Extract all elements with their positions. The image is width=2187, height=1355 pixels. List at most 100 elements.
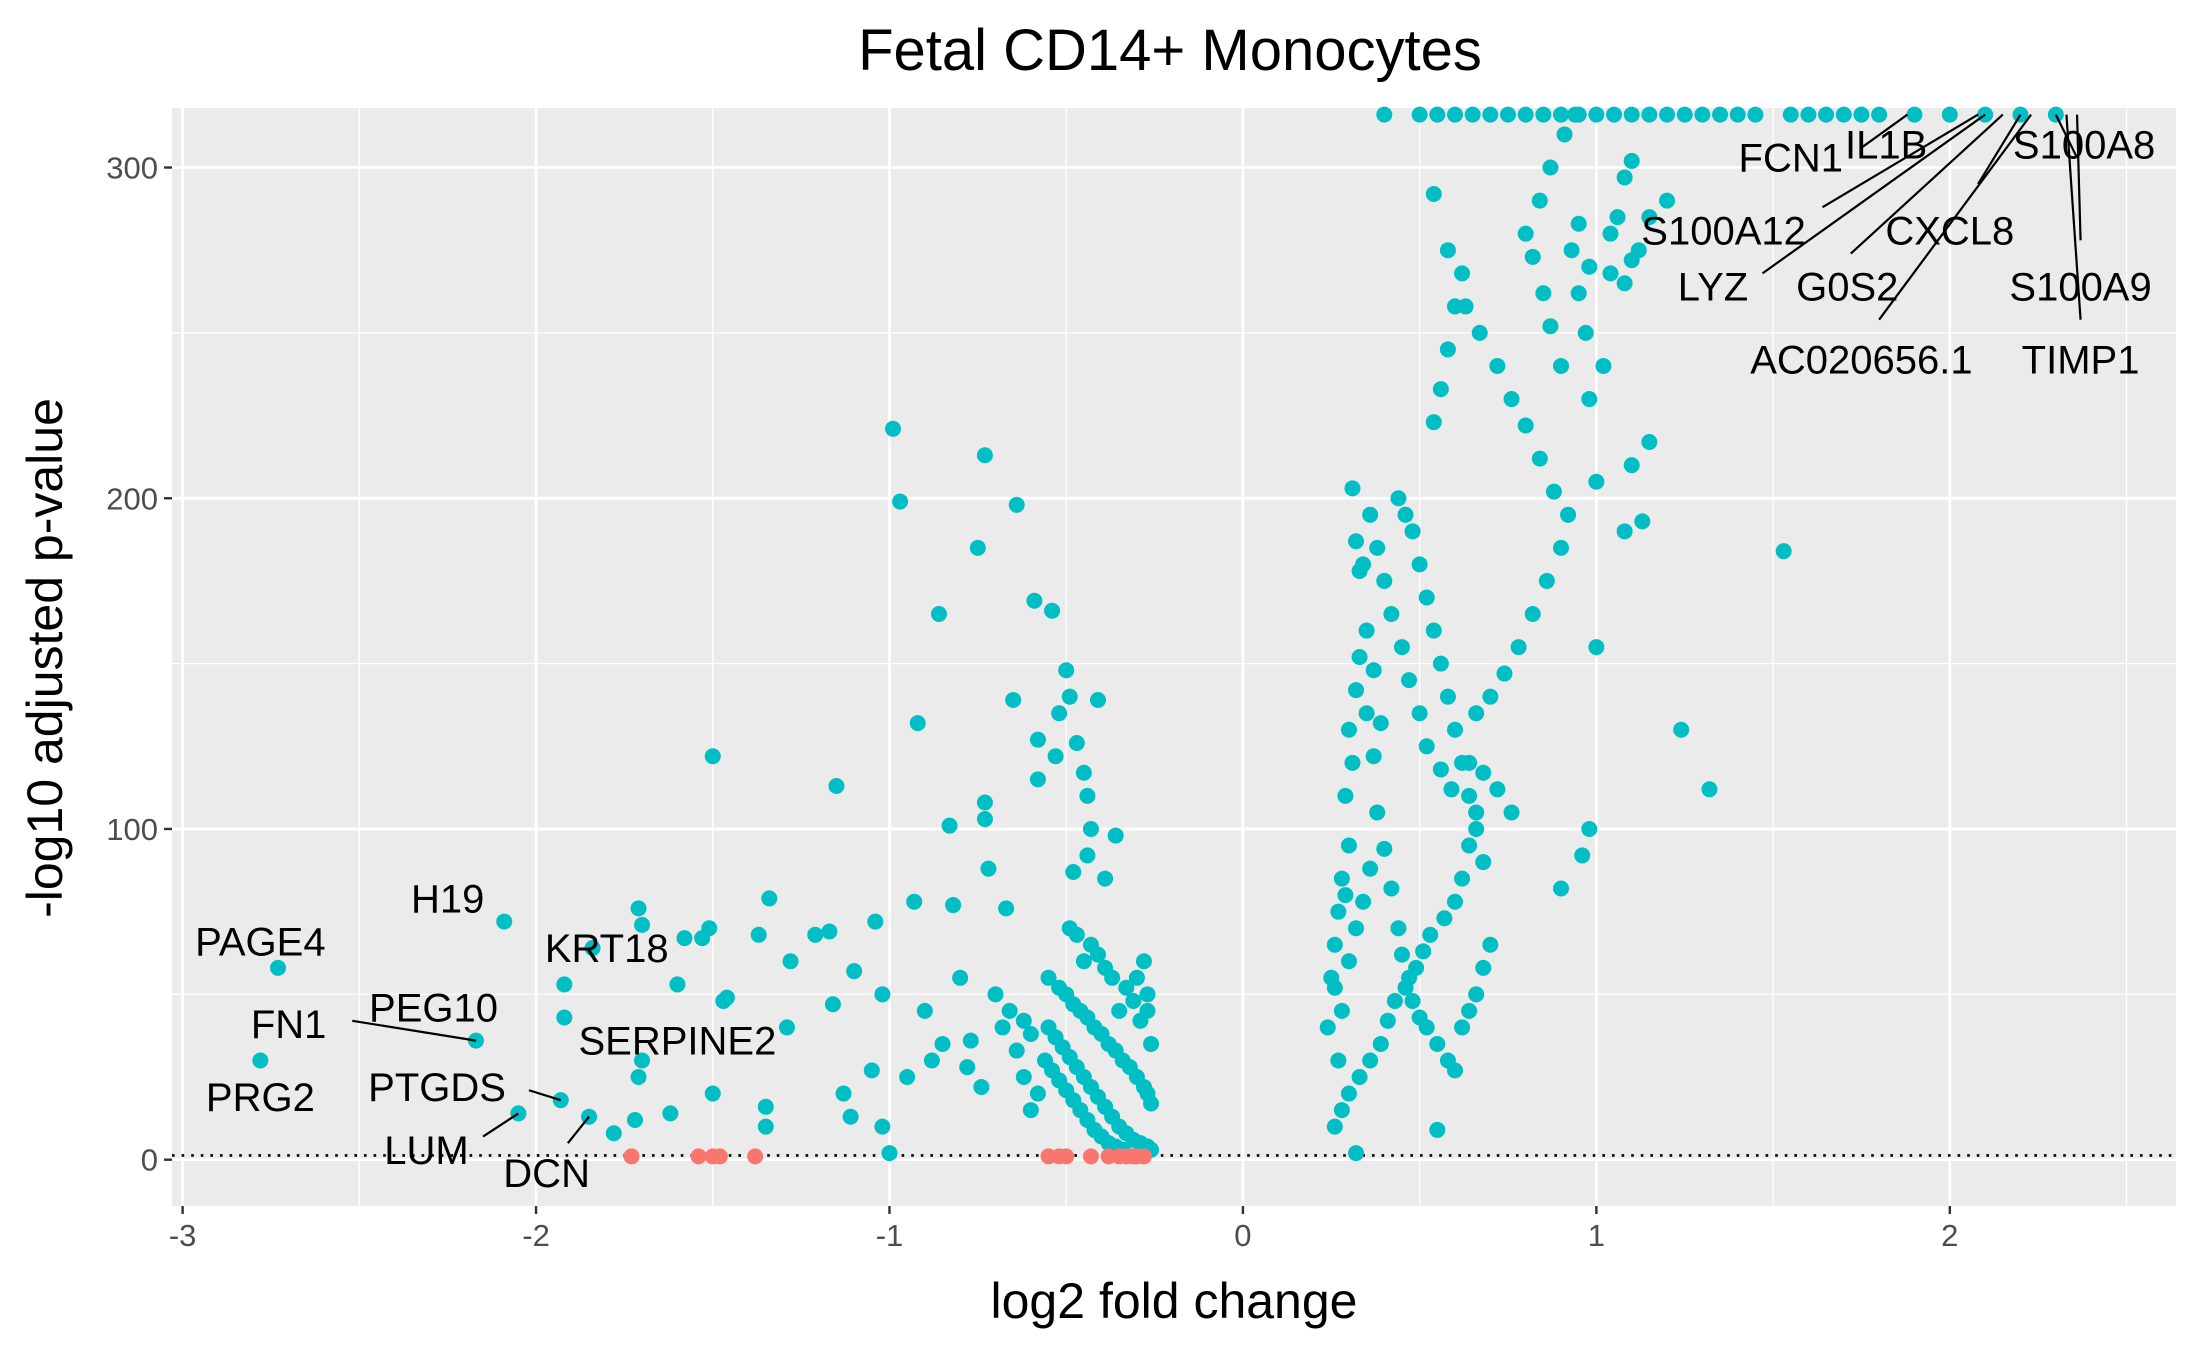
gene-label-connector bbox=[566, 1116, 590, 1144]
data-point bbox=[1673, 721, 1690, 738]
data-point bbox=[1489, 781, 1506, 798]
data-point bbox=[1641, 209, 1658, 226]
data-point bbox=[1461, 837, 1478, 854]
data-point bbox=[690, 1148, 707, 1165]
data-point bbox=[1641, 106, 1658, 123]
data-point bbox=[1355, 893, 1372, 910]
data-point bbox=[1429, 106, 1446, 123]
gene-label: G0S2 bbox=[1796, 266, 1898, 310]
data-point bbox=[1418, 738, 1435, 755]
data-point bbox=[1061, 688, 1078, 705]
gene-label: AC020656.1 bbox=[1750, 338, 1972, 382]
data-point bbox=[1348, 682, 1365, 699]
data-point bbox=[1577, 324, 1594, 341]
data-point bbox=[1075, 764, 1092, 781]
data-point bbox=[1139, 986, 1156, 1003]
gene-label: IL1B bbox=[1845, 123, 1927, 167]
data-point bbox=[1436, 910, 1453, 927]
data-point bbox=[711, 1148, 728, 1165]
data-point bbox=[1570, 106, 1587, 123]
data-point bbox=[1588, 473, 1605, 490]
data-point bbox=[969, 539, 986, 556]
data-point bbox=[952, 969, 969, 986]
data-point bbox=[1432, 655, 1449, 672]
data-point bbox=[1553, 106, 1570, 123]
data-point bbox=[1454, 1019, 1471, 1036]
data-point bbox=[1616, 523, 1633, 540]
data-point bbox=[1581, 258, 1598, 275]
data-point bbox=[676, 930, 693, 947]
data-point bbox=[1348, 533, 1365, 550]
data-point bbox=[1517, 106, 1534, 123]
data-point bbox=[885, 420, 902, 437]
gene-label-connector bbox=[482, 1112, 519, 1138]
data-point bbox=[1344, 754, 1361, 771]
data-point bbox=[1429, 1035, 1446, 1052]
data-point bbox=[1397, 979, 1414, 996]
gene-label-connector bbox=[352, 1019, 477, 1042]
data-point bbox=[718, 989, 735, 1006]
y-tick-label: 0 bbox=[141, 1143, 158, 1178]
data-point bbox=[1553, 357, 1570, 374]
data-point bbox=[874, 986, 891, 1003]
data-point bbox=[1531, 192, 1548, 209]
data-point bbox=[1397, 506, 1414, 523]
data-point bbox=[1800, 106, 1817, 123]
data-point bbox=[1609, 209, 1626, 226]
data-point bbox=[1482, 688, 1499, 705]
gene-label: H19 bbox=[411, 877, 484, 921]
x-axis-title: log2 fold change bbox=[991, 1273, 1358, 1329]
data-point bbox=[1097, 959, 1114, 976]
data-point bbox=[1044, 602, 1061, 619]
data-point bbox=[1376, 106, 1393, 123]
data-point bbox=[1570, 215, 1587, 232]
data-point bbox=[1446, 106, 1463, 123]
data-point bbox=[1503, 391, 1520, 408]
data-point bbox=[874, 1118, 891, 1135]
data-point bbox=[1340, 1085, 1357, 1102]
data-point bbox=[987, 986, 1004, 1003]
data-point bbox=[1517, 417, 1534, 434]
data-point bbox=[1659, 192, 1676, 209]
data-point bbox=[846, 963, 863, 980]
data-point bbox=[1401, 672, 1418, 689]
data-point bbox=[1835, 106, 1852, 123]
data-point bbox=[1022, 1026, 1039, 1043]
gene-label: PAGE4 bbox=[195, 920, 325, 964]
data-point bbox=[1542, 159, 1559, 176]
gene-label-connector bbox=[1860, 113, 1909, 149]
data-point bbox=[1082, 936, 1099, 953]
data-point bbox=[1383, 880, 1400, 897]
data-point bbox=[923, 1052, 940, 1069]
data-point bbox=[1404, 992, 1421, 1009]
data-point bbox=[1001, 1002, 1018, 1019]
data-point bbox=[1326, 936, 1343, 953]
data-point bbox=[1079, 787, 1096, 804]
gene-label-connector bbox=[2065, 114, 2082, 320]
data-point bbox=[1330, 1052, 1347, 1069]
data-point bbox=[1344, 480, 1361, 497]
data-point bbox=[1623, 457, 1640, 474]
data-point bbox=[1464, 106, 1481, 123]
data-points bbox=[252, 106, 2064, 1165]
data-point bbox=[605, 1125, 622, 1142]
data-point bbox=[1461, 787, 1478, 804]
data-point bbox=[1118, 979, 1135, 996]
data-point bbox=[1454, 265, 1471, 282]
data-point bbox=[1340, 953, 1357, 970]
gene-label-connector bbox=[2075, 114, 2082, 241]
data-point bbox=[1337, 787, 1354, 804]
gene-label-connector bbox=[1850, 113, 2004, 255]
data-point bbox=[1422, 926, 1439, 943]
data-point bbox=[1029, 1085, 1046, 1102]
data-point bbox=[976, 447, 993, 464]
data-point bbox=[1404, 523, 1421, 540]
x-tick-label: -1 bbox=[876, 1218, 904, 1253]
data-point bbox=[1005, 691, 1022, 708]
gene-label: FN1 bbox=[251, 1003, 327, 1047]
data-point bbox=[627, 1112, 644, 1129]
data-point bbox=[1319, 1019, 1336, 1036]
data-point bbox=[1482, 936, 1499, 953]
data-point bbox=[1556, 126, 1573, 143]
data-point bbox=[1340, 721, 1357, 738]
